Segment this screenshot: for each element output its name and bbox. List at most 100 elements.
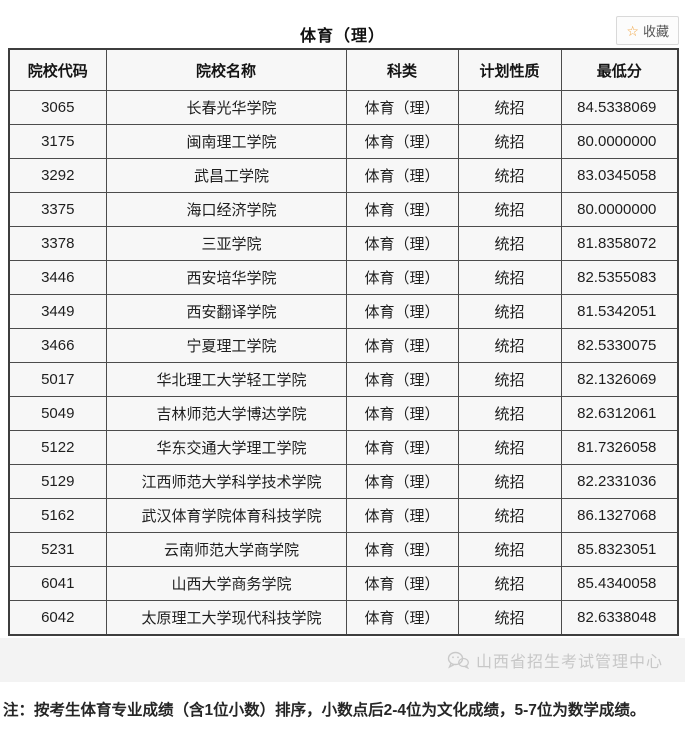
cell-score: 80.0000000 (560, 124, 679, 159)
table-row: 3466 宁夏理工学院 体育（理） 统招 82.5330075 (8, 328, 679, 363)
cell-name: 华东交通大学理工学院 (105, 430, 347, 465)
cell-score: 82.6312061 (560, 396, 679, 431)
cell-plan: 统招 (457, 566, 562, 601)
cell-name: 山西大学商务学院 (105, 566, 347, 601)
cell-category: 体育（理） (345, 124, 459, 159)
table-row: 5162 武汉体育学院体育科技学院 体育（理） 统招 86.1327068 (8, 498, 679, 533)
cell-name: 太原理工大学现代科技学院 (105, 600, 347, 636)
cell-name: 西安翻译学院 (105, 294, 347, 329)
table-row: 6041 山西大学商务学院 体育（理） 统招 85.4340058 (8, 566, 679, 601)
cell-name: 三亚学院 (105, 226, 347, 261)
table-row: 6042 太原理工大学现代科技学院 体育（理） 统招 82.6338048 (8, 600, 679, 636)
cell-plan: 统招 (457, 158, 562, 193)
cell-code: 5231 (8, 532, 107, 567)
cell-plan: 统招 (457, 124, 562, 159)
cell-category: 体育（理） (345, 226, 459, 261)
scores-table: 院校代码 院校名称 科类 计划性质 最低分 3065 长春光华学院 体育（理） 统招 84.53… (8, 48, 679, 636)
cell-plan: 统招 (457, 600, 562, 636)
cell-code: 3466 (8, 328, 107, 363)
cell-category: 体育（理） (345, 396, 459, 431)
cell-category: 体育（理） (345, 430, 459, 465)
col-header-name: 院校名称 (105, 48, 347, 91)
cell-score: 82.2331036 (560, 464, 679, 499)
cell-plan: 统招 (457, 396, 562, 431)
cell-plan: 统招 (457, 498, 562, 533)
cell-score: 80.0000000 (560, 192, 679, 227)
cell-category: 体育（理） (345, 260, 459, 295)
cell-category: 体育（理） (345, 90, 459, 125)
table-header-row: 院校代码 院校名称 科类 计划性质 最低分 (8, 48, 679, 91)
cell-name: 宁夏理工学院 (105, 328, 347, 363)
watermark-text: 山西省招生考试管理中心 (475, 654, 663, 671)
cell-code: 5017 (8, 362, 107, 397)
cell-plan: 统招 (457, 90, 562, 125)
cell-score: 83.0345058 (560, 158, 679, 193)
table-row: 5049 吉林师范大学博达学院 体育（理） 统招 82.6312061 (8, 396, 679, 431)
cell-code: 5129 (8, 464, 107, 499)
cell-plan: 统招 (457, 192, 562, 227)
cell-category: 体育（理） (345, 294, 459, 329)
cell-score: 82.5355083 (560, 260, 679, 295)
cell-code: 3175 (8, 124, 107, 159)
cell-plan: 统招 (457, 362, 562, 397)
wechat-icon (447, 651, 469, 669)
watermark: 山西省招生考试管理中心 (0, 638, 685, 682)
cell-category: 体育（理） (345, 532, 459, 567)
table-row: 5231 云南师范大学商学院 体育（理） 统招 85.8323051 (8, 532, 679, 567)
cell-code: 5162 (8, 498, 107, 533)
cell-name: 长春光华学院 (105, 90, 347, 125)
cell-plan: 统招 (457, 294, 562, 329)
cell-plan: 统招 (457, 260, 562, 295)
page-title: 体育（理） (299, 28, 385, 45)
cell-plan: 统招 (457, 430, 562, 465)
col-header-plan: 计划性质 (457, 48, 562, 91)
favorite-label: 收藏 (642, 24, 669, 39)
cell-code: 6041 (8, 566, 107, 601)
cell-plan: 统招 (457, 328, 562, 363)
col-header-category: 科类 (345, 48, 459, 91)
col-header-code: 院校代码 (8, 48, 107, 91)
cell-category: 体育（理） (345, 362, 459, 397)
cell-category: 体育（理） (345, 600, 459, 636)
footnote: 注：按考生体育专业成绩（含1位小数）排序，小数点后2-4位为文化成绩，5-7位为… (3, 702, 646, 719)
cell-code: 3065 (8, 90, 107, 125)
cell-name: 西安培华学院 (105, 260, 347, 295)
cell-plan: 统招 (457, 464, 562, 499)
cell-category: 体育（理） (345, 498, 459, 533)
cell-score: 82.6338048 (560, 600, 679, 636)
cell-plan: 统招 (457, 226, 562, 261)
cell-score: 81.8358072 (560, 226, 679, 261)
table-row: 3446 西安培华学院 体育（理） 统招 82.5355083 (8, 260, 679, 295)
cell-name: 吉林师范大学博达学院 (105, 396, 347, 431)
cell-name: 武昌工学院 (105, 158, 347, 193)
cell-category: 体育（理） (345, 192, 459, 227)
cell-code: 3375 (8, 192, 107, 227)
cell-name: 云南师范大学商学院 (105, 532, 347, 567)
table-row: 3292 武昌工学院 体育（理） 统招 83.0345058 (8, 158, 679, 193)
cell-category: 体育（理） (345, 158, 459, 193)
star-icon: ☆ (626, 22, 639, 39)
cell-code: 3378 (8, 226, 107, 261)
cell-code: 3292 (8, 158, 107, 193)
cell-category: 体育（理） (345, 566, 459, 601)
table-row: 3175 闽南理工学院 体育（理） 统招 80.0000000 (8, 124, 679, 159)
table-row: 3449 西安翻译学院 体育（理） 统招 81.5342051 (8, 294, 679, 329)
col-header-score: 最低分 (560, 48, 679, 91)
cell-code: 6042 (8, 600, 107, 636)
table-row: 5129 江西师范大学科学技术学院 体育（理） 统招 82.2331036 (8, 464, 679, 499)
favorite-button[interactable]: ☆ 收藏 (616, 16, 679, 45)
cell-name: 江西师范大学科学技术学院 (105, 464, 347, 499)
cell-code: 3446 (8, 260, 107, 295)
cell-name: 武汉体育学院体育科技学院 (105, 498, 347, 533)
cell-code: 5049 (8, 396, 107, 431)
table-row: 5017 华北理工大学轻工学院 体育（理） 统招 82.1326069 (8, 362, 679, 397)
cell-score: 84.5338069 (560, 90, 679, 125)
cell-name: 海口经济学院 (105, 192, 347, 227)
cell-score: 81.7326058 (560, 430, 679, 465)
cell-score: 82.1326069 (560, 362, 679, 397)
cell-category: 体育（理） (345, 464, 459, 499)
cell-code: 3449 (8, 294, 107, 329)
cell-score: 82.5330075 (560, 328, 679, 363)
cell-score: 81.5342051 (560, 294, 679, 329)
cell-category: 体育（理） (345, 328, 459, 363)
